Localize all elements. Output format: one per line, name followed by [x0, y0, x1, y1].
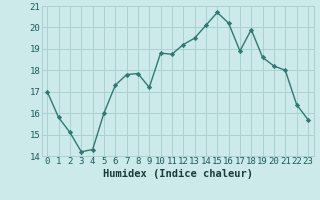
- X-axis label: Humidex (Indice chaleur): Humidex (Indice chaleur): [103, 169, 252, 179]
